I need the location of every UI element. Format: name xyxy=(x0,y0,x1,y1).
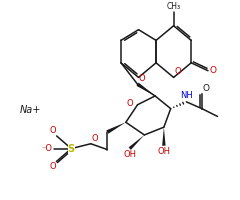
Text: S: S xyxy=(68,144,75,154)
Text: O: O xyxy=(126,99,133,108)
Text: ⁻O: ⁻O xyxy=(42,144,53,153)
Polygon shape xyxy=(106,122,126,134)
Text: NH: NH xyxy=(180,91,193,100)
Text: OH: OH xyxy=(157,147,170,156)
Text: O: O xyxy=(49,126,56,135)
Text: O: O xyxy=(92,134,98,143)
Text: OH: OH xyxy=(123,150,136,159)
Text: O: O xyxy=(175,67,181,76)
Text: O: O xyxy=(49,162,56,171)
Text: O: O xyxy=(138,74,145,83)
Text: O: O xyxy=(203,84,210,93)
Text: Na+: Na+ xyxy=(20,105,41,115)
Text: O: O xyxy=(210,66,217,75)
Polygon shape xyxy=(162,127,166,146)
Polygon shape xyxy=(129,135,144,150)
Polygon shape xyxy=(137,83,155,96)
Text: CH₃: CH₃ xyxy=(167,2,181,11)
